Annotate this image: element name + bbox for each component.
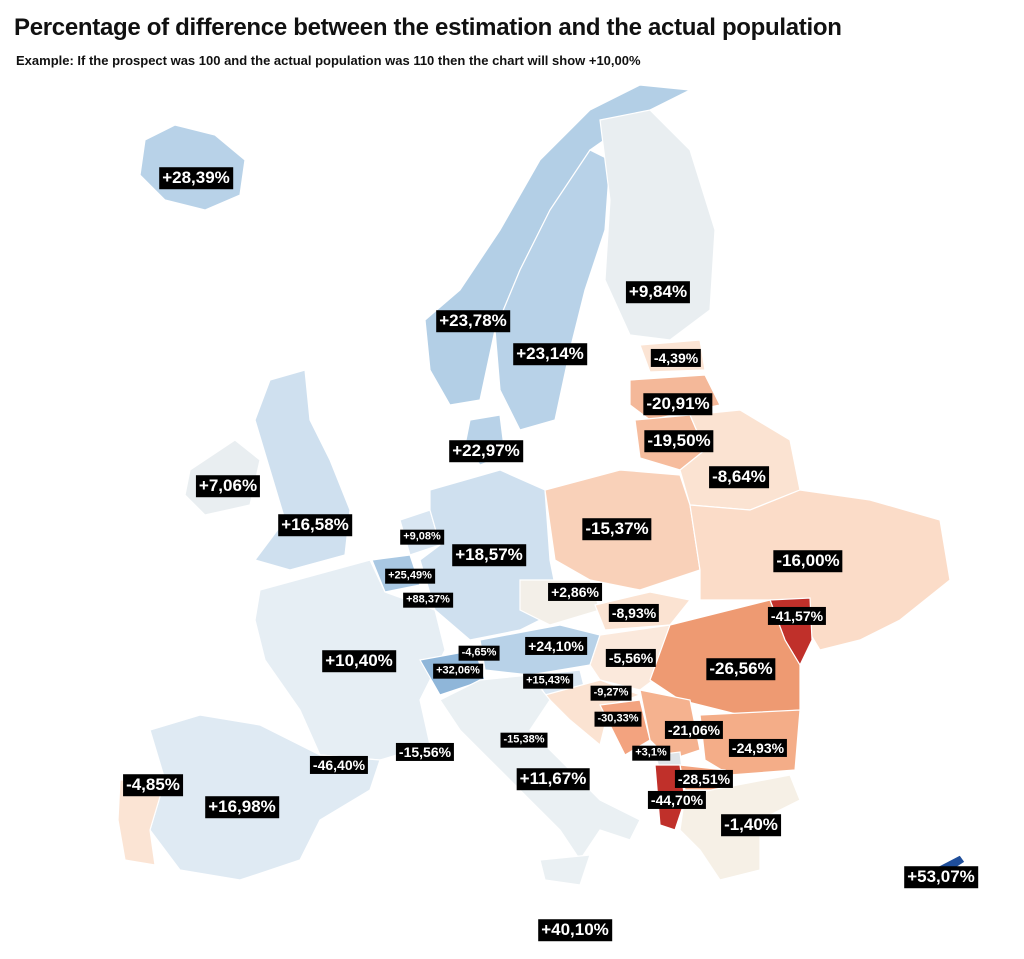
label-portugal: -4,85% xyxy=(123,774,183,796)
map-subtitle: Example: If the prospect was 100 and the… xyxy=(16,53,641,68)
label-austria: +24,10% xyxy=(525,636,587,656)
label-lithuania: -19,50% xyxy=(644,430,714,452)
label-moldova: -41,57% xyxy=(767,606,827,626)
label-ukraine: -16,00% xyxy=(773,550,843,572)
label-norway: +23,78% xyxy=(436,310,510,332)
region-uk xyxy=(253,369,351,571)
region-finland xyxy=(599,109,716,341)
label-liechtenstein: -4,65% xyxy=(458,645,500,661)
label-san-marino: -15,38% xyxy=(500,732,548,748)
label-latvia: -20,91% xyxy=(643,393,713,415)
label-montenegro: +3,1% xyxy=(632,745,670,761)
label-ireland: +7,06% xyxy=(195,475,261,497)
label-cyprus: +53,07% xyxy=(904,866,978,888)
label-italy: +11,67% xyxy=(516,768,590,790)
label-serbia: -21,06% xyxy=(664,720,724,740)
label-estonia: -4,39% xyxy=(650,348,702,368)
label-north-macedonia: -28,51% xyxy=(674,769,734,789)
label-poland: -15,37% xyxy=(582,518,652,540)
label-belarus: -8,64% xyxy=(709,466,769,488)
label-czechia: +2,86% xyxy=(548,582,602,602)
label-spain: +16,98% xyxy=(205,796,279,818)
label-denmark: +22,97% xyxy=(449,440,523,462)
label-uk: +16,58% xyxy=(278,514,352,536)
label-slovenia: +15,43% xyxy=(523,673,573,689)
map-title: Percentage of difference between the est… xyxy=(14,14,842,41)
label-bosnia: -30,33% xyxy=(594,711,642,727)
label-finland: +9,84% xyxy=(625,281,691,303)
region-belarus xyxy=(679,409,801,511)
label-romania: -26,56% xyxy=(706,658,776,680)
label-sweden: +23,14% xyxy=(513,343,587,365)
label-france: +10,40% xyxy=(322,650,396,672)
region-sicily xyxy=(539,854,591,886)
label-iceland: +28,39% xyxy=(159,167,233,189)
label-slovakia: -8,93% xyxy=(608,603,660,623)
label-switzerland: +32,06% xyxy=(433,663,483,679)
label-netherlands: +9,08% xyxy=(400,529,444,545)
label-monaco: -15,56% xyxy=(395,742,455,762)
label-croatia: -9,27% xyxy=(590,685,632,701)
label-bulgaria: -24,93% xyxy=(728,738,788,758)
label-albania: -44,70% xyxy=(647,790,707,810)
label-germany: +18,57% xyxy=(452,544,526,566)
label-andorra: -46,40% xyxy=(309,755,369,775)
label-greece: -1,40% xyxy=(721,814,781,836)
label-hungary: -5,56% xyxy=(605,648,657,668)
label-belgium: +25,49% xyxy=(385,568,435,584)
label-luxembourg: +88,37% xyxy=(403,592,453,608)
label-malta: +40,10% xyxy=(538,919,612,941)
